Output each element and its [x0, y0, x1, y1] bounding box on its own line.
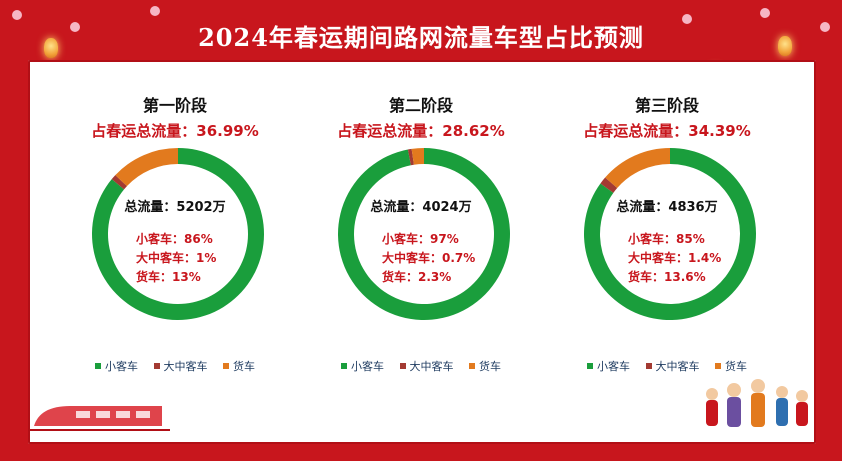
page-title: 2024年春运期间路网流量车型占比预测 [198, 23, 644, 52]
blossom-icon [12, 10, 22, 20]
legend-item-medium: 大中客车 [399, 358, 454, 374]
slice-medium [111, 175, 127, 190]
blossom-icon [150, 6, 160, 16]
data-label-medium: 大中客车：0.7% [382, 251, 476, 265]
stage-2-chart: 第二阶段 占春运总流量：28.62% 总流量：4024万 小客车：97% 大中客… [290, 60, 552, 444]
total-label: 总流量：4836万 [616, 200, 718, 215]
legend-item-truck: 货车 [223, 358, 255, 374]
blossom-icon [760, 8, 770, 18]
share-label: 占春运总流量：36.99% [91, 122, 259, 140]
chart-title: 第二阶段 [388, 96, 453, 115]
chart-title: 第一阶段 [142, 96, 207, 115]
blossom-icon [70, 22, 80, 32]
share-label: 占春运总流量：28.62% [337, 122, 505, 140]
slice-truck [115, 148, 178, 187]
legend: 小客车 大中客车 货车 [44, 358, 306, 374]
slice-medium [407, 148, 414, 166]
legend-item-truck: 货车 [469, 358, 501, 374]
slice-medium [600, 177, 618, 193]
legend-item-small: 小客车 [95, 358, 138, 374]
data-label-truck: 货车：13.6% [628, 270, 706, 284]
train-icon [30, 406, 170, 431]
data-label-truck: 货车：2.3% [382, 270, 452, 284]
data-label-truck: 货车：13% [136, 270, 201, 284]
legend-item-medium: 大中客车 [645, 358, 700, 374]
donut-chart [584, 148, 756, 320]
legend-item-small: 小客车 [587, 358, 630, 374]
data-label-small: 小客车：97% [382, 232, 459, 246]
donut-chart [92, 148, 264, 320]
legend-item-medium: 大中客车 [153, 358, 208, 374]
stage-1-chart: 第一阶段 占春运总流量：36.99% 总流量：5202万 小客车：86% 大中客… [44, 60, 306, 444]
stage-3-chart: 第三阶段 占春运总流量：34.39% 总流量：4836万 小客车：85% 大中客… [536, 60, 798, 444]
breakdown: 小客车：86% 大中客车：1% 货车：13% [136, 230, 216, 287]
breakdown: 小客车：85% 大中客车：1.4% 货车：13.6% [628, 230, 721, 287]
data-label-small: 小客车：86% [136, 232, 213, 246]
blossom-icon [682, 14, 692, 24]
data-label-medium: 大中客车：1.4% [628, 251, 722, 265]
slice-truck [605, 148, 670, 189]
content-panel [28, 60, 816, 444]
legend: 小客车 大中客车 货车 [290, 358, 552, 374]
chart-title: 第三阶段 [634, 96, 699, 115]
donut-chart [338, 148, 510, 320]
legend-item-small: 小客车 [341, 358, 384, 374]
legend-item-truck: 货车 [715, 358, 747, 374]
crowd-illustration-icon [706, 379, 808, 427]
blossom-icon [820, 22, 830, 32]
breakdown: 小客车：97% 大中客车：0.7% 货车：2.3% [382, 230, 475, 287]
slice-truck [411, 148, 424, 165]
total-label: 总流量：4024万 [370, 200, 472, 215]
data-label-small: 小客车：85% [628, 232, 705, 246]
lantern-icon [44, 38, 58, 58]
total-label: 总流量：5202万 [124, 200, 226, 215]
lantern-icon [778, 36, 792, 56]
data-label-medium: 大中客车：1% [136, 251, 217, 265]
legend: 小客车 大中客车 货车 [536, 358, 798, 374]
share-label: 占春运总流量：34.39% [583, 122, 751, 140]
